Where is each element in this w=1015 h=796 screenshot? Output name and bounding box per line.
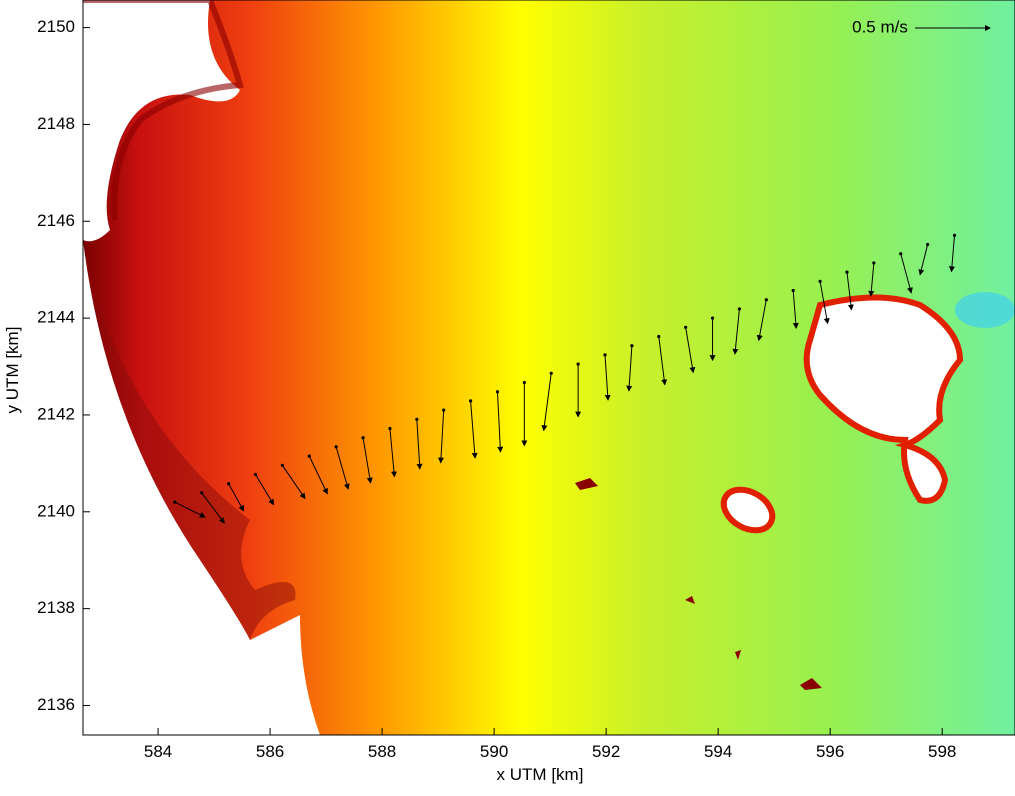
velocity-arrow: [626, 345, 633, 392]
x-tick-label: 592: [592, 742, 620, 761]
velocity-arrow: [281, 465, 306, 500]
y-tick-label: 2150: [37, 17, 75, 36]
velocity-arrow: [900, 253, 913, 294]
velocity-arrow: [362, 437, 373, 484]
arrow-origin: [495, 390, 500, 394]
velocity-arrow: [732, 308, 740, 355]
y-tick-label: 2136: [37, 695, 75, 714]
arrow-origin: [576, 362, 580, 366]
y-tick-label: 2140: [37, 501, 75, 520]
arrow-origin: [926, 242, 930, 247]
arrow-origin: [253, 472, 258, 477]
y-axis-label: y UTM [km]: [3, 327, 22, 414]
arrow-origin: [818, 279, 822, 283]
x-axis-label: x UTM [km]: [497, 765, 584, 784]
arrow-origin: [899, 252, 903, 256]
arrow-origin: [200, 491, 204, 495]
velocity-arrow: [201, 492, 225, 524]
velocity-arrow: [255, 474, 275, 506]
land: [83, 0, 240, 242]
arrow-origin: [334, 445, 338, 449]
x-tick-label: 596: [816, 742, 844, 761]
velocity-arrow: [389, 428, 397, 478]
arrow-origin: [307, 454, 311, 458]
reference-label: 0.5 m/s: [852, 17, 908, 36]
velocity-arrow: [846, 272, 854, 311]
y-tick-label: 2146: [37, 211, 75, 230]
arrow-origin: [657, 334, 661, 339]
arrow-origin: [442, 408, 446, 412]
velocity-arrow: [756, 299, 767, 342]
velocity-arrow: [685, 327, 696, 374]
arrow-origin: [468, 399, 473, 403]
y-tick-label: 2142: [37, 404, 75, 423]
velocity-arrow: [335, 446, 350, 490]
arrow-origin: [522, 380, 526, 385]
x-tick-label: 594: [704, 742, 732, 761]
velocity-arrow: [918, 244, 929, 276]
velocity-arrow: [470, 400, 478, 459]
arrow-origin: [737, 307, 742, 311]
arrow-origin: [630, 344, 634, 348]
y-tick-label: 2144: [37, 308, 75, 327]
x-tick-label: 590: [480, 742, 508, 761]
island: [803, 294, 964, 504]
plot-area: [83, 0, 1015, 735]
arrow-origin: [952, 233, 957, 237]
arrow-origin: [603, 353, 607, 357]
velocity-arrow: [819, 281, 830, 325]
x-tick-label: 588: [368, 742, 396, 761]
axes-frame: [82, 0, 1015, 736]
velocity-arrow: [174, 501, 206, 518]
arrow-origin: [227, 482, 231, 486]
arrow-origin: [280, 463, 284, 467]
arrow-origin: [361, 436, 365, 440]
arrow-origin: [845, 270, 849, 274]
arrow-origin: [684, 325, 688, 329]
velocity-arrow: [604, 354, 611, 401]
velocity-arrow: [948, 235, 956, 273]
velocity-arrow: [658, 336, 668, 386]
arrow-origin: [710, 316, 715, 320]
velocity-arrow: [308, 455, 328, 495]
island: [720, 486, 776, 534]
arrow-origin: [549, 371, 553, 375]
low-speed-patch: [955, 292, 1015, 328]
y-tick-label: 2138: [37, 598, 75, 617]
x-tick-label: 598: [928, 742, 956, 761]
velocity-arrow: [868, 262, 875, 297]
velocity-arrow: [416, 419, 423, 470]
arrow-origin: [173, 500, 177, 504]
velocity-arrow: [541, 373, 552, 432]
arrow-origin: [388, 426, 392, 431]
coast: [83, 0, 244, 221]
land: [83, 240, 320, 735]
arrow-origin: [415, 417, 419, 421]
velocity-arrow: [792, 290, 799, 330]
arrow-origin: [791, 288, 795, 293]
velocity-arrow: [496, 391, 504, 453]
y-tick-label: 2148: [37, 114, 75, 133]
arrow-origin: [872, 261, 876, 265]
x-tick-label: 586: [256, 742, 284, 761]
x-tick-label: 584: [144, 742, 172, 761]
velocity-arrow: [228, 483, 245, 512]
velocity-arrow: [437, 410, 445, 464]
arrow-origin: [764, 298, 768, 302]
